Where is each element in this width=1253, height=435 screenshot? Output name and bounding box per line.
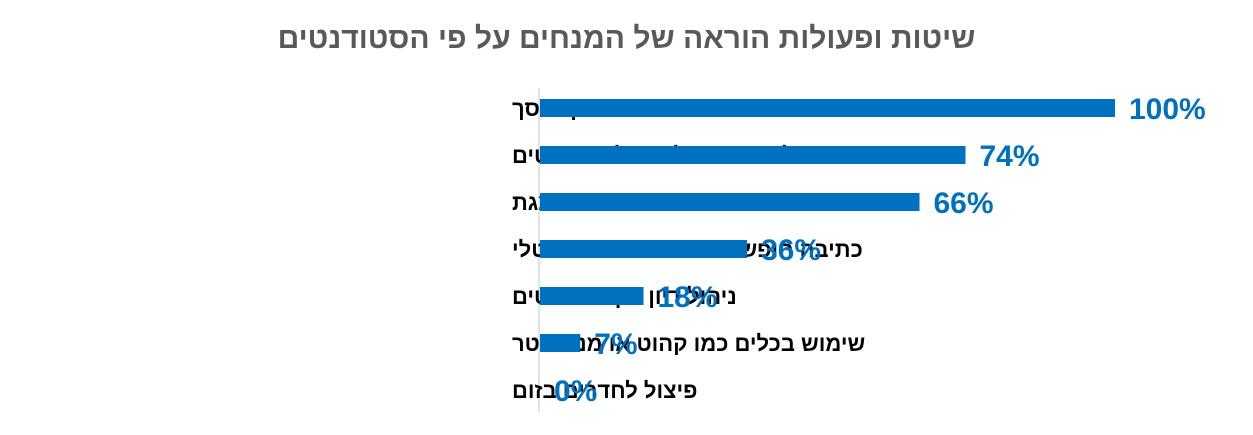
value-label: 36% bbox=[761, 234, 821, 267]
value-label: 18% bbox=[658, 281, 718, 314]
value-label: 7% bbox=[594, 328, 637, 361]
bar bbox=[540, 334, 581, 352]
value-label: 74% bbox=[980, 140, 1040, 173]
bar bbox=[540, 240, 747, 258]
value-label: 0% bbox=[554, 375, 597, 408]
category-label: פיצול לחדרים בזום bbox=[512, 378, 698, 403]
bar bbox=[540, 287, 644, 305]
bar bbox=[540, 193, 920, 211]
value-label: 66% bbox=[934, 187, 994, 220]
chart-title: שיטות ופעולות הוראה של המנחים על פי הסטו… bbox=[277, 22, 976, 55]
bar bbox=[540, 146, 966, 164]
bar bbox=[540, 99, 1115, 117]
value-label: 100% bbox=[1129, 93, 1206, 126]
